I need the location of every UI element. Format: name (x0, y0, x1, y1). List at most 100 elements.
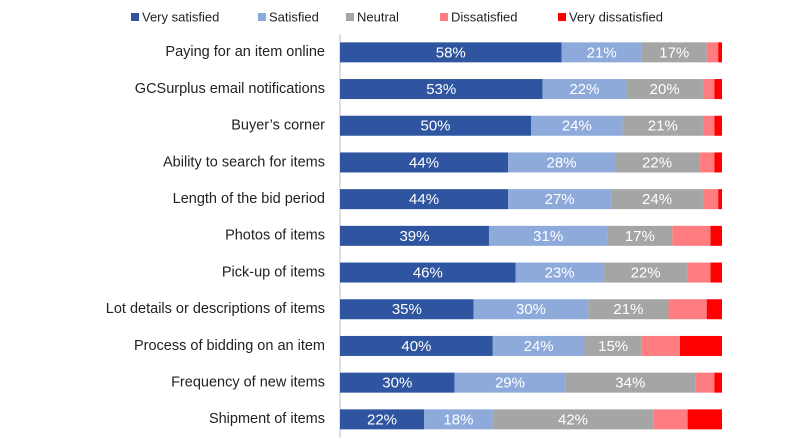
bar-segment (679, 335, 722, 356)
value-label: 22% (569, 81, 599, 98)
bar-segment (340, 372, 455, 393)
value-label: 58% (436, 44, 466, 61)
value-label: 20% (650, 81, 680, 98)
value-label: 24% (524, 338, 554, 355)
value-label: 22% (367, 411, 397, 428)
bar-segment (588, 299, 669, 320)
bar-segment (668, 299, 707, 320)
bar-segment (584, 335, 642, 356)
bar-segment (702, 79, 715, 100)
category-label: GCSurplus email notifications (135, 81, 325, 97)
bar-segment (687, 409, 722, 430)
bar-segment (454, 372, 566, 393)
bar-segment (641, 335, 680, 356)
bar-segment (340, 225, 489, 246)
bar-segment (706, 299, 722, 320)
bar-segment (488, 225, 608, 246)
bar-segment (340, 409, 425, 430)
value-label: 23% (545, 265, 575, 282)
bar-segment (710, 225, 722, 246)
value-label: 17% (659, 44, 689, 61)
bar-segment (699, 152, 715, 173)
bar-segment (718, 42, 722, 63)
value-label: 22% (631, 265, 661, 282)
bar-segment (508, 189, 612, 210)
bar-segment (695, 372, 715, 393)
bar-segment (702, 115, 715, 136)
bar-segment (611, 189, 703, 210)
bar-segment (340, 299, 474, 320)
bar-segment (424, 409, 493, 430)
value-label: 31% (533, 228, 563, 245)
bar-segment (340, 152, 509, 173)
bar-segment (714, 372, 722, 393)
bar-segment (492, 335, 585, 356)
bar-segment (702, 189, 719, 210)
value-label: 24% (562, 118, 592, 135)
bar-segment (714, 115, 722, 136)
bar-segment (473, 299, 589, 320)
bar-segment (672, 225, 711, 246)
bar-segment (710, 262, 722, 283)
value-label: 29% (495, 375, 525, 392)
legend-swatch (558, 13, 566, 21)
bar-segment (718, 189, 722, 210)
bar-segment (340, 115, 531, 136)
legend-label: Dissatisfied (451, 9, 517, 24)
bar-segment (641, 42, 707, 63)
bar-segment (542, 79, 627, 100)
bar-segment (340, 262, 516, 283)
bar-segment (603, 262, 688, 283)
value-label: 28% (547, 154, 577, 171)
value-label: 27% (545, 191, 575, 208)
value-label: 34% (615, 375, 645, 392)
value-label: 42% (558, 411, 588, 428)
value-label: 21% (613, 301, 643, 318)
legend-label: Very dissatisfied (569, 9, 663, 24)
category-label: Process of bidding on an item (134, 338, 325, 354)
value-label: 44% (409, 191, 439, 208)
bar-segment (561, 42, 642, 63)
bar-segment (565, 372, 696, 393)
legend-swatch (346, 13, 354, 21)
bar-segment (714, 152, 722, 173)
value-label: 39% (399, 228, 429, 245)
value-label: 24% (642, 191, 672, 208)
category-label: Frequency of new items (171, 374, 325, 390)
legend-swatch (440, 13, 448, 21)
bar-segment (515, 262, 604, 283)
bar-segment (508, 152, 616, 173)
value-label: 35% (392, 301, 422, 318)
legend-label: Very satisfied (142, 9, 219, 24)
bar-segment (340, 79, 543, 100)
legend-label: Satisfied (269, 9, 319, 24)
value-label: 17% (625, 228, 655, 245)
value-label: 44% (409, 154, 439, 171)
value-label: 40% (401, 338, 431, 355)
category-label: Pick-up of items (222, 264, 325, 280)
bar-segment (531, 115, 623, 136)
category-label: Paying for an item online (165, 44, 325, 60)
value-label: 22% (642, 154, 672, 171)
legend-swatch (258, 13, 266, 21)
bar-segment (607, 225, 673, 246)
bar-segment (340, 335, 493, 356)
value-label: 53% (426, 81, 456, 98)
bar-segment (340, 189, 509, 210)
legend-swatch (131, 13, 139, 21)
value-label: 21% (648, 118, 678, 135)
value-label: 18% (443, 411, 473, 428)
bar-segment (687, 262, 711, 283)
bar-segment (714, 79, 722, 100)
category-label: Photos of items (225, 228, 325, 244)
bar-segment (653, 409, 688, 430)
bar-segment (492, 409, 654, 430)
value-label: 46% (413, 265, 443, 282)
bar-segment (706, 42, 719, 63)
category-label: Shipment of items (209, 411, 325, 427)
bar-segment (340, 42, 562, 63)
value-label: 30% (516, 301, 546, 318)
value-label: 30% (382, 375, 412, 392)
legend-label: Neutral (357, 9, 399, 24)
